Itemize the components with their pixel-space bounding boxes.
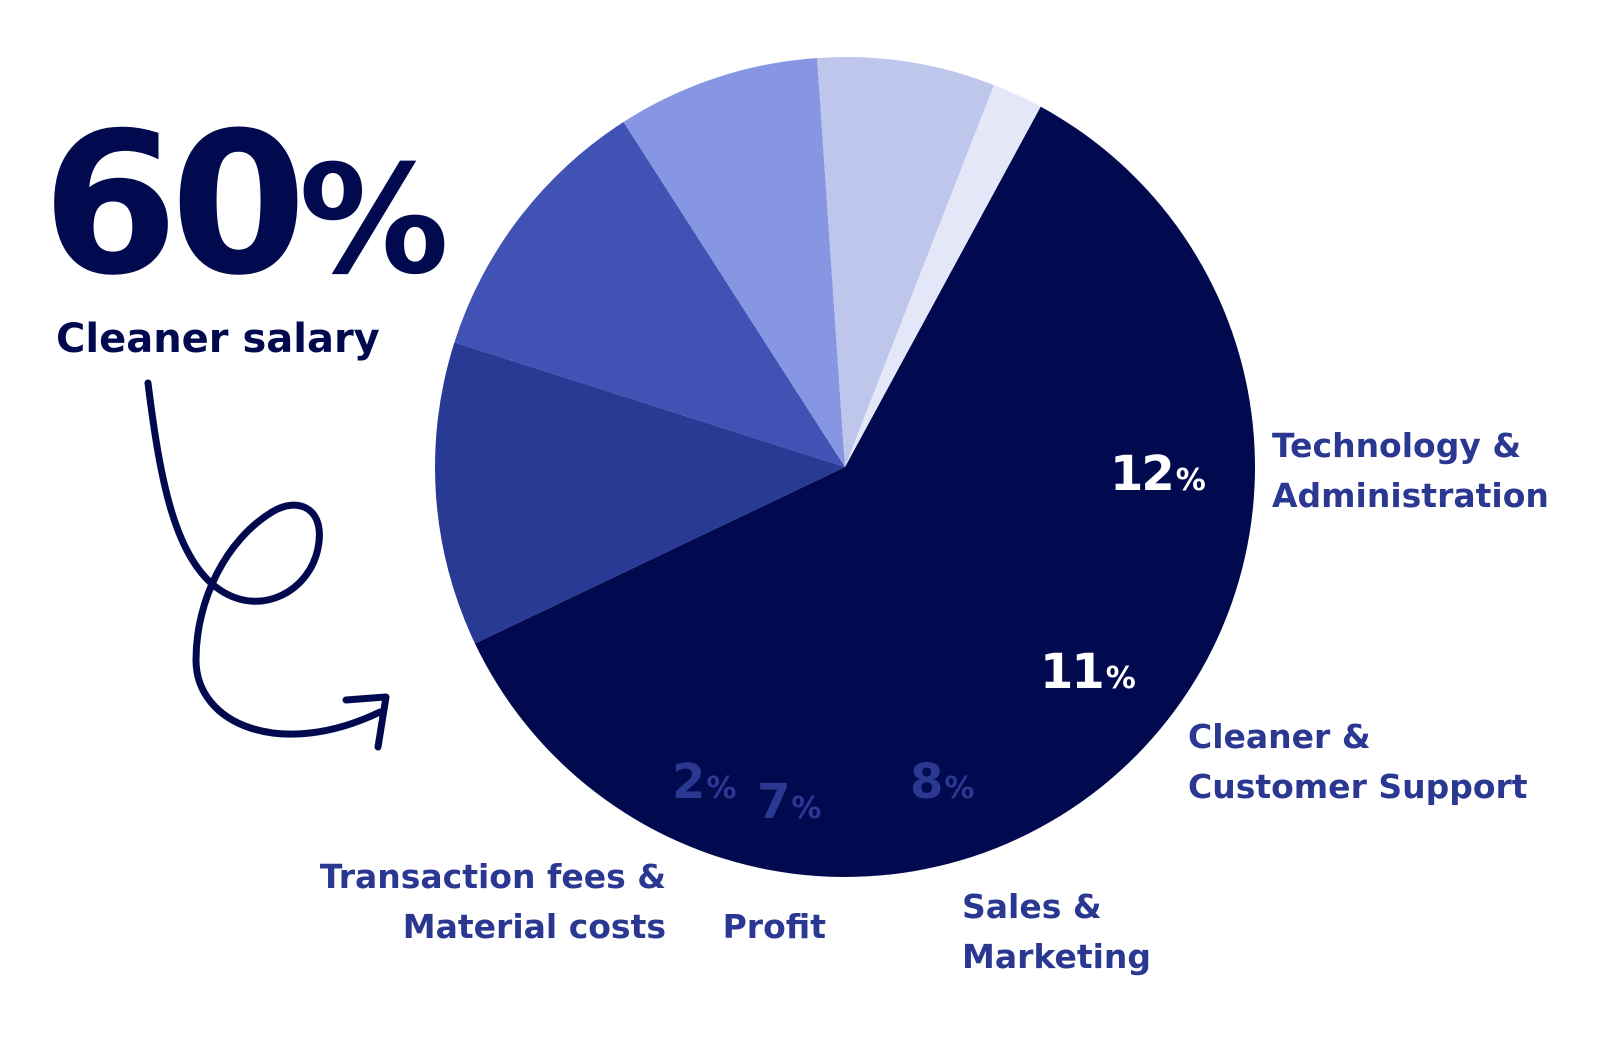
pie-slices: [435, 57, 1255, 877]
slice-percent-value: 2: [672, 754, 703, 810]
headline-percent: 60%: [42, 91, 445, 319]
pie-slice-2: [454, 121, 845, 467]
slice-percent-label-1: 12%: [1110, 446, 1206, 502]
curly-arrow-decoration: [144, 379, 384, 738]
arrow-head-icon: [342, 693, 390, 751]
slice-category-label-5-line-0: Transaction fees &: [320, 857, 666, 896]
slice-percent-label-3: 8%: [910, 754, 974, 810]
slice-percent-labels: 12 %11 %8 %7 %2%: [672, 446, 1206, 830]
pie-slice-1: [435, 342, 845, 644]
slice-percent-sign: %: [1176, 463, 1206, 498]
pie-slice-3: [623, 57, 845, 467]
slice-percent-sign: %: [1106, 661, 1136, 696]
slice-percent-label-5: 2%: [672, 754, 736, 810]
slice-percent-label-4: 7%: [757, 774, 821, 830]
slice-percent-label-2: 11%: [1040, 644, 1136, 700]
slice-category-label-5-line-1: Material costs: [403, 907, 666, 946]
slice-category-label-2-line-0: Cleaner &: [1188, 717, 1371, 756]
slice-percent-value: 8: [910, 754, 941, 810]
slice-percent-sign: %: [706, 771, 736, 806]
slice-percent-sign: %: [944, 771, 974, 806]
slice-category-label-1-line-1: Administration: [1272, 476, 1549, 515]
slice-category-label-2-line-1: Customer Support: [1188, 767, 1528, 806]
slice-percent-sign: %: [791, 791, 821, 826]
slice-percent-value: 12: [1110, 446, 1173, 502]
headline-percent-sign: %: [299, 134, 445, 308]
slice-category-label-1-line-0: Technology &: [1272, 426, 1521, 465]
slice-percent-value: 11: [1040, 644, 1103, 700]
slice-category-label-3-line-0: Sales &: [962, 887, 1102, 926]
slice-category-label-3-line-1: Marketing: [962, 937, 1151, 976]
headline-percent-value: 60: [42, 91, 299, 319]
pie-slice-0: [474, 106, 1255, 877]
slice-category-labels: Technology & Administration Cleaner & Custo…: [320, 426, 1549, 976]
slice-category-label-4-line-0: Profit: [723, 907, 827, 946]
pie-slice-4: [817, 57, 994, 468]
slice-percent-value: 7: [757, 774, 788, 830]
pie-slice-5: [845, 85, 1041, 467]
headline-label: Cleaner salary: [56, 316, 380, 362]
